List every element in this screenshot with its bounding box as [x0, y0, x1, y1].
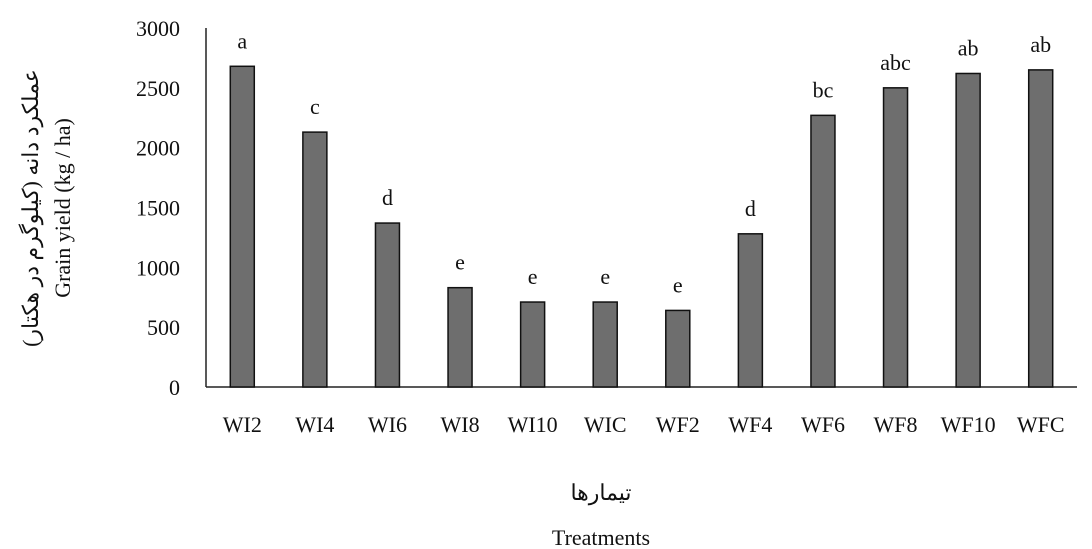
- bar: [955, 72, 981, 388]
- x-tick-label: WI2: [223, 412, 262, 437]
- bar: [519, 301, 546, 388]
- x-tick-label: WI4: [295, 412, 334, 437]
- significance-letter: d: [382, 185, 393, 210]
- axes: [205, 28, 1077, 388]
- y-tick-label: 1500: [136, 196, 180, 221]
- bar: [229, 65, 256, 388]
- significance-letter: d: [745, 196, 756, 221]
- significance-letter: ab: [1030, 32, 1051, 57]
- x-tick-label: WI10: [508, 412, 558, 437]
- x-tick-label: WF10: [941, 412, 996, 437]
- y-tick-label: 500: [147, 315, 180, 340]
- significance-letter: a: [237, 28, 247, 53]
- x-tick-label: WIC: [584, 412, 627, 437]
- x-tick-labels: WI2 WI4 WI6 WI8 WI10 WIC WF2 WF4 WF6 WF8 WF10 WFC: [223, 412, 1065, 437]
- x-tick-label: WFC: [1017, 412, 1065, 437]
- x-tick-label: WF2: [656, 412, 700, 437]
- y-tick-labels: 0 500 1000 1500 2000 2500 3000: [136, 16, 180, 400]
- y-tick-label: 3000: [136, 16, 180, 41]
- y-axis-label: Grain yield (kg / ha): [50, 118, 75, 298]
- x-axis-label-persian: تیمارها: [570, 480, 631, 506]
- x-axis-label: Treatments: [552, 525, 650, 549]
- significance-letter: ab: [958, 35, 979, 60]
- y-tick-label: 0: [169, 375, 180, 400]
- bar: [374, 222, 401, 388]
- bar: [592, 301, 618, 388]
- significance-letter: abc: [880, 50, 911, 75]
- significance-letter: e: [600, 264, 610, 289]
- y-tick-label: 1000: [136, 255, 180, 280]
- x-tick-label: WF6: [801, 412, 845, 437]
- x-tick-label: WF4: [728, 412, 772, 437]
- bars: [229, 65, 1054, 388]
- bar: [665, 309, 691, 388]
- significance-letter: bc: [813, 77, 834, 102]
- bar: [810, 114, 836, 388]
- significance-letter: e: [455, 250, 465, 275]
- bar: [1027, 69, 1054, 388]
- y-tick-label: 2500: [136, 76, 180, 101]
- y-tick-label: 2000: [136, 136, 180, 161]
- significance-letter: e: [528, 264, 538, 289]
- x-tick-label: WI8: [440, 412, 479, 437]
- bar: [302, 131, 328, 388]
- bar: [737, 233, 764, 388]
- x-tick-label: WI6: [368, 412, 407, 437]
- y-axis-label-persian: عملکرد دانه (کیلوگرم در هکتار): [18, 69, 44, 347]
- x-tick-label: WF8: [874, 412, 918, 437]
- significance-letter: e: [673, 272, 683, 297]
- significance-labels: a c d e e e e d bc abc ab ab: [237, 28, 1051, 297]
- significance-letter: c: [310, 94, 320, 119]
- bar: [447, 286, 473, 388]
- bar: [882, 87, 909, 388]
